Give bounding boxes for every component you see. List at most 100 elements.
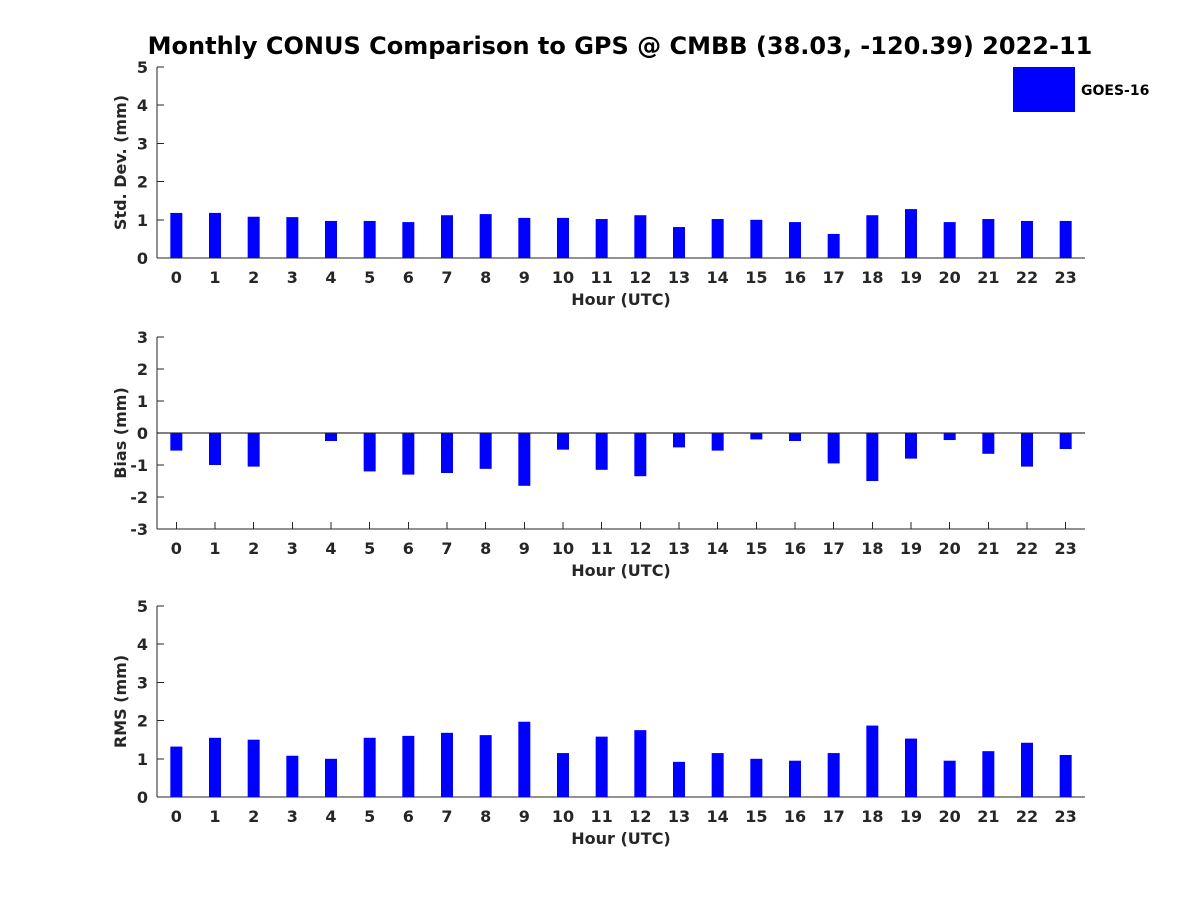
bias-bar	[711, 433, 724, 451]
rms-xtick-label: 9	[519, 807, 530, 826]
bias-bar	[363, 433, 376, 472]
bias-xtick-label: 10	[552, 539, 574, 558]
rms-xtick-label: 14	[707, 807, 729, 826]
bias-xtick-label: 17	[823, 539, 845, 558]
stddev-bar	[866, 215, 879, 258]
rms-xtick-label: 0	[171, 807, 182, 826]
stddev-xtick-label: 18	[861, 268, 883, 287]
rms-ytick-label: 1	[137, 750, 148, 769]
stddev-xtick-label: 8	[480, 268, 491, 287]
stddev-bar	[479, 214, 492, 258]
stddev-xtick-label: 12	[629, 268, 651, 287]
stddev-xtick-label: 16	[784, 268, 806, 287]
stddev-bar	[1059, 220, 1072, 258]
stddev-ytick-label: 5	[137, 58, 148, 77]
rms-bar	[1059, 754, 1072, 797]
bias-ytick-label: -1	[130, 456, 148, 475]
rms-bar	[905, 738, 917, 797]
bias-bar	[518, 433, 531, 486]
bias-xtick-label: 21	[977, 539, 999, 558]
stddev-xtick-label: 10	[552, 268, 574, 287]
rms-bar	[170, 746, 183, 797]
bias-xtick-label: 8	[480, 539, 491, 558]
stddev-ytick-label: 0	[137, 249, 148, 268]
rms-xtick-label: 3	[287, 807, 298, 826]
stddev-bar	[789, 222, 801, 258]
rms-bar	[518, 721, 531, 797]
bias-xtick-label: 16	[784, 539, 806, 558]
stddev-ytick-label: 3	[137, 134, 148, 153]
bias-bar	[209, 433, 221, 465]
rms-bar	[286, 755, 299, 797]
rms-xtick-label: 23	[1055, 807, 1077, 826]
rms-bar	[789, 760, 801, 797]
bias-bar	[905, 433, 917, 459]
legend-swatch	[1013, 67, 1075, 112]
rms-xtick-label: 10	[552, 807, 574, 826]
stddev-bar	[634, 215, 647, 258]
bias-xtick-label: 9	[519, 539, 530, 558]
stddev-bar	[711, 219, 724, 258]
stddev-bar	[518, 217, 531, 258]
stddev-xtick-label: 2	[248, 268, 259, 287]
stddev-bar	[750, 219, 763, 258]
rms-xtick-label: 6	[403, 807, 414, 826]
stddev-xtick-label: 3	[287, 268, 298, 287]
rms-xtick-label: 21	[977, 807, 999, 826]
rms-bar	[363, 737, 376, 797]
rms-xtick-label: 16	[784, 807, 806, 826]
stddev-bar	[557, 217, 569, 258]
stddev-xtick-label: 21	[977, 268, 999, 287]
rms-bar	[750, 758, 763, 797]
rms-xtick-label: 8	[480, 807, 491, 826]
rms-bar	[634, 730, 647, 797]
stddev-xtick-label: 19	[900, 268, 922, 287]
bias-ytick-label: 2	[137, 360, 148, 379]
bias-ytick-label: 3	[137, 328, 148, 347]
bias-xtick-label: 14	[707, 539, 729, 558]
stddev-bar	[595, 219, 608, 258]
bias-bar	[325, 433, 337, 441]
stddev-xtick-label: 11	[591, 268, 613, 287]
stddev-ytick-label: 1	[137, 211, 148, 230]
bias-xtick-label: 0	[171, 539, 182, 558]
stddev-xtick-label: 23	[1055, 268, 1077, 287]
bias-ytick-label: -2	[130, 488, 148, 507]
stddev-bar	[286, 217, 299, 258]
stddev-bar	[1021, 220, 1033, 258]
bias-bar	[1021, 433, 1033, 467]
bias-xtick-label: 19	[900, 539, 922, 558]
rms-xtick-label: 4	[325, 807, 336, 826]
rms-ylabel: RMS (mm)	[111, 655, 130, 748]
rms-xtick-label: 20	[939, 807, 961, 826]
legend-label: GOES-16	[1081, 83, 1149, 99]
bias-xtick-label: 2	[248, 539, 259, 558]
rms-xtick-label: 12	[629, 807, 651, 826]
rms-xtick-label: 13	[668, 807, 690, 826]
rms-bar	[711, 753, 724, 797]
bias-ylabel: Bias (mm)	[111, 387, 130, 479]
bias-xtick-label: 7	[441, 539, 452, 558]
rms-bar	[209, 737, 221, 797]
rms-bar	[402, 735, 415, 797]
stddev-bar	[363, 220, 376, 258]
rms-xtick-label: 19	[900, 807, 922, 826]
stddev-ytick-label: 2	[137, 173, 148, 192]
chart-title: Monthly CONUS Comparison to GPS @ CMBB (…	[148, 32, 1093, 60]
bias-bar	[441, 433, 453, 473]
rms-bar	[325, 758, 337, 797]
bias-bar	[557, 433, 569, 450]
bias-xtick-label: 22	[1016, 539, 1038, 558]
bias-bar	[247, 433, 260, 467]
rms-xlabel: Hour (UTC)	[571, 829, 671, 848]
stddev-bar	[402, 222, 415, 258]
stddev-ylabel: Std. Dev. (mm)	[111, 95, 130, 230]
bias-xlabel: Hour (UTC)	[571, 561, 671, 580]
stddev-xtick-label: 9	[519, 268, 530, 287]
bias-xtick-label: 13	[668, 539, 690, 558]
rms-xtick-label: 5	[364, 807, 375, 826]
bias-xtick-label: 18	[861, 539, 883, 558]
